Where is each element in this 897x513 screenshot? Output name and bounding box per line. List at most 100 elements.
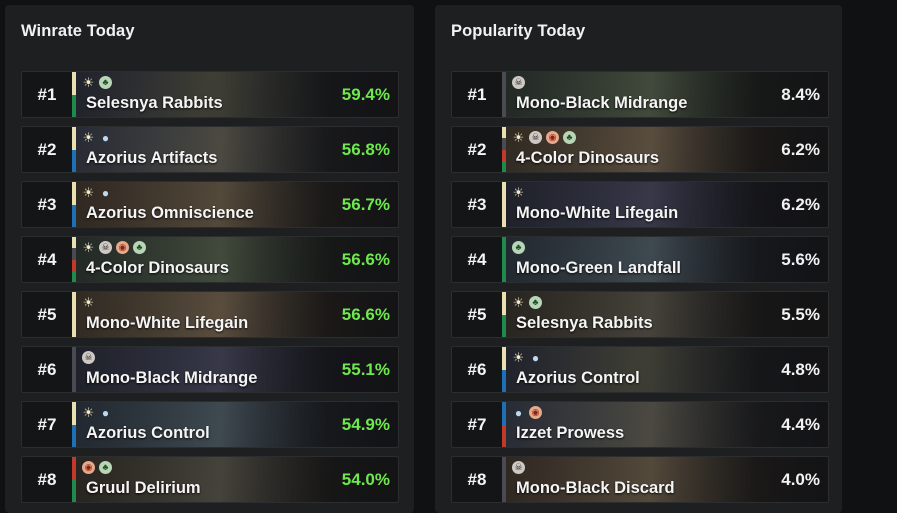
white-mana-icon: ☀ <box>82 240 95 255</box>
deck-name[interactable]: 4-Color Dinosaurs <box>86 259 230 277</box>
deck-row[interactable]: #5 ☀ Mono-White Lifegain 56.6% <box>21 291 399 338</box>
winrate-title: Winrate Today <box>21 22 135 40</box>
color-identity-segment <box>72 204 76 227</box>
mana-symbols: ☠ <box>82 351 95 365</box>
white-mana-icon: ☀ <box>512 295 525 310</box>
popularity-value: 4.4% <box>781 414 820 434</box>
deck-rank: #1 <box>37 84 57 104</box>
deck-art-background <box>506 347 828 392</box>
deck-row[interactable]: #2 ☀ ● Azorius Artifacts 56.8% <box>21 126 399 173</box>
deck-name[interactable]: Azorius Control <box>86 424 210 442</box>
color-identity-bar <box>72 72 76 117</box>
color-identity-segment <box>502 237 506 282</box>
deck-row[interactable]: #1 ☀ ♣ Selesnya Rabbits 59.4% <box>21 71 399 118</box>
deck-art-background <box>76 72 398 117</box>
deck-row[interactable]: #2 ☀ ☠ ◉ ♣ 4-Color Dinosaurs 6.2% <box>451 126 829 173</box>
black-mana-icon: ☠ <box>512 76 525 89</box>
deck-rank: #6 <box>37 359 57 379</box>
deck-art-background <box>76 457 398 502</box>
deck-art-background <box>506 182 828 227</box>
deck-rank: #8 <box>37 469 57 489</box>
deck-row[interactable]: #4 ☀ ☠ ◉ ♣ 4-Color Dinosaurs 56.6% <box>21 236 399 283</box>
color-identity-bar <box>502 237 506 282</box>
popularity-value: 5.5% <box>781 304 820 324</box>
deck-row[interactable]: #5 ☀ ♣ Selesnya Rabbits 5.5% <box>451 291 829 338</box>
popularity-value: 4.0% <box>781 469 820 489</box>
mana-symbols: ☀ ♣ <box>512 296 542 310</box>
deck-name[interactable]: Selesnya Rabbits <box>86 94 223 112</box>
deck-rank: #6 <box>467 359 487 379</box>
deck-rank: #4 <box>467 249 487 269</box>
color-identity-segment <box>72 127 76 150</box>
deck-rank: #4 <box>37 249 57 269</box>
deck-name[interactable]: Azorius Artifacts <box>86 149 218 167</box>
deck-row[interactable]: #3 ☀ ● Azorius Omniscience 56.7% <box>21 181 399 228</box>
deck-name[interactable]: Izzet Prowess <box>516 424 625 442</box>
color-identity-segment <box>502 138 506 150</box>
color-identity-bar <box>72 182 76 227</box>
deck-name[interactable]: 4-Color Dinosaurs <box>516 149 660 167</box>
deck-row[interactable]: #1 ☠ Mono-Black Midrange 8.4% <box>451 71 829 118</box>
mana-symbols: ◉ ♣ <box>82 461 112 475</box>
color-identity-segment <box>502 292 506 315</box>
winrate-value: 56.6% <box>341 249 390 269</box>
deck-name[interactable]: Gruul Delirium <box>86 479 201 497</box>
color-identity-bar <box>72 237 76 282</box>
deck-row[interactable]: #7 ☀ ● Azorius Control 54.9% <box>21 401 399 448</box>
deck-art-background <box>76 182 398 227</box>
deck-name[interactable]: Mono-Black Midrange <box>516 94 688 112</box>
red-mana-icon: ◉ <box>546 131 559 144</box>
deck-name[interactable]: Mono-Green Landfall <box>516 259 681 277</box>
green-mana-icon: ♣ <box>563 131 576 144</box>
deck-name[interactable]: Selesnya Rabbits <box>516 314 653 332</box>
color-identity-bar <box>502 457 506 502</box>
mana-symbols: ☀ ☠ ◉ ♣ <box>82 241 146 255</box>
deck-art-background <box>76 292 398 337</box>
deck-art-background <box>506 457 828 502</box>
red-mana-icon: ◉ <box>116 241 129 254</box>
color-identity-segment <box>72 424 76 447</box>
mana-symbols: ☀ <box>512 186 525 200</box>
deck-name[interactable]: Azorius Omniscience <box>86 204 254 222</box>
color-identity-segment <box>502 149 506 161</box>
deck-name[interactable]: Azorius Control <box>516 369 640 387</box>
red-mana-icon: ◉ <box>82 461 95 474</box>
deck-name[interactable]: Mono-Black Discard <box>516 479 675 497</box>
deck-rank: #3 <box>37 194 57 214</box>
mana-symbols: ☀ ● <box>512 351 542 365</box>
deck-name[interactable]: Mono-Black Midrange <box>86 369 258 387</box>
white-mana-icon: ☀ <box>82 75 95 90</box>
deck-rank: #2 <box>37 139 57 159</box>
winrate-value: 54.0% <box>341 469 390 489</box>
deck-row[interactable]: #8 ☠ Mono-Black Discard 4.0% <box>451 456 829 503</box>
deck-rank: #7 <box>467 414 487 434</box>
color-identity-bar <box>502 127 506 172</box>
color-identity-segment <box>502 314 506 337</box>
deck-row[interactable]: #6 ☠ Mono-Black Midrange 55.1% <box>21 346 399 393</box>
deck-art-background <box>76 237 398 282</box>
winrate-value: 56.8% <box>341 139 390 159</box>
deck-row[interactable]: #4 ♣ Mono-Green Landfall 5.6% <box>451 236 829 283</box>
deck-row[interactable]: #3 ☀ Mono-White Lifegain 6.2% <box>451 181 829 228</box>
mana-symbols: ● ◉ <box>512 406 542 420</box>
color-identity-segment <box>502 160 506 172</box>
deck-row[interactable]: #6 ☀ ● Azorius Control 4.8% <box>451 346 829 393</box>
winrate-value: 59.4% <box>341 84 390 104</box>
winrate-value: 56.6% <box>341 304 390 324</box>
deck-name[interactable]: Mono-White Lifegain <box>516 204 679 222</box>
blue-mana-icon: ● <box>101 185 110 200</box>
deck-name[interactable]: Mono-White Lifegain <box>86 314 249 332</box>
deck-rank: #8 <box>467 469 487 489</box>
deck-rank: #5 <box>37 304 57 324</box>
color-identity-segment <box>72 259 76 271</box>
deck-row[interactable]: #8 ◉ ♣ Gruul Delirium 54.0% <box>21 456 399 503</box>
color-identity-segment <box>72 248 76 260</box>
color-identity-bar <box>72 127 76 172</box>
blue-mana-icon: ● <box>531 350 540 365</box>
color-identity-segment <box>72 347 76 392</box>
deck-row[interactable]: #7 ● ◉ Izzet Prowess 4.4% <box>451 401 829 448</box>
color-identity-segment <box>502 182 506 227</box>
mana-symbols: ☀ ● <box>82 186 112 200</box>
green-mana-icon: ♣ <box>512 241 525 254</box>
green-mana-icon: ♣ <box>99 461 112 474</box>
